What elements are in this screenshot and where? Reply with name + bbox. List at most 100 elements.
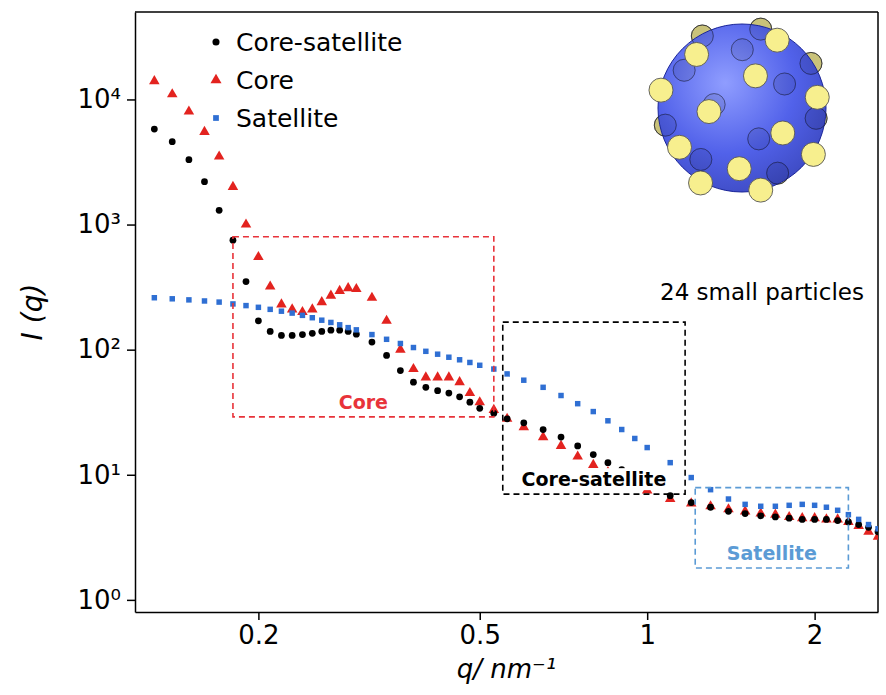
x-axis-line: [136, 612, 879, 614]
data-point: [588, 459, 599, 468]
annotation-label-group: Core: [337, 391, 390, 413]
data-point: [454, 376, 465, 385]
data-point: [465, 387, 476, 396]
annotation-box: [233, 237, 494, 417]
data-point: [243, 303, 248, 308]
data-point: [799, 502, 804, 507]
data-point: [184, 105, 195, 114]
data-point: [334, 285, 345, 294]
data-point: [397, 367, 404, 374]
frame-right: [877, 12, 879, 612]
data-point: [267, 307, 272, 312]
legend-symbol: [210, 74, 221, 84]
legend-label: Core-satellite: [236, 28, 402, 57]
series-2: [152, 295, 878, 532]
y-tick-mark: [127, 349, 135, 351]
y-tick-label: 10⁴: [77, 84, 121, 114]
data-point: [556, 440, 567, 449]
y-tick-mark: [127, 224, 135, 226]
data-point: [632, 436, 637, 441]
inset-particle: [649, 78, 673, 102]
data-point: [241, 218, 252, 227]
data-point: [446, 354, 451, 359]
data-point: [667, 460, 672, 465]
y-tick-mark: [127, 600, 135, 602]
legend-entry: Core: [210, 66, 293, 95]
data-point: [558, 434, 565, 441]
data-point: [255, 317, 262, 324]
data-point: [742, 510, 749, 517]
data-point: [201, 178, 208, 185]
data-point: [228, 181, 239, 190]
data-point: [725, 508, 732, 515]
chart: 0.20.51210⁰10¹10²10³10⁴q/ nm⁻¹I (q)CoreC…: [0, 0, 886, 695]
data-point: [307, 303, 318, 312]
x-tick-label: 0.5: [460, 620, 501, 650]
data-point: [300, 313, 305, 318]
x-tick-mark: [479, 612, 481, 620]
data-point: [408, 363, 419, 372]
data-point: [591, 409, 596, 414]
inset-particle: [689, 171, 713, 195]
annotation-label-group: Satellite: [725, 542, 819, 564]
inset-particle-shadow: [748, 128, 770, 150]
data-point: [216, 299, 221, 304]
data-point: [152, 295, 157, 300]
data-point: [605, 418, 610, 423]
inset-illustration: [649, 18, 829, 202]
data-point: [289, 332, 296, 339]
data-point: [619, 427, 624, 432]
data-point: [432, 371, 443, 380]
inset-caption: 24 small particles: [660, 279, 864, 305]
data-point: [520, 419, 527, 426]
frame-top: [135, 11, 878, 13]
annotation-label-bg: [520, 468, 669, 490]
data-point: [834, 517, 841, 524]
data-point: [367, 292, 378, 301]
annotation-label: Satellite: [727, 542, 817, 564]
inset-particle-shadow: [690, 148, 712, 170]
inset-particle: [743, 64, 767, 88]
data-point: [318, 328, 325, 335]
data-point: [169, 138, 176, 145]
annotation-label-group: Core-satellite: [520, 468, 669, 490]
data-point: [772, 514, 779, 521]
data-point: [328, 327, 335, 334]
data-point: [875, 526, 878, 531]
data-point: [267, 328, 274, 335]
annotation-label: Core: [339, 391, 388, 413]
data-point: [383, 352, 390, 359]
inset-particle-shadow: [767, 162, 789, 184]
data-point: [199, 126, 210, 135]
inset-particle: [765, 28, 789, 52]
legend: Core-satelliteCoreSatellite: [210, 28, 402, 133]
inset-particle: [685, 42, 709, 66]
data-point: [726, 496, 731, 501]
y-tick: 10²: [77, 334, 135, 364]
data-point: [151, 126, 158, 133]
data-point: [265, 280, 276, 289]
data-point: [214, 150, 225, 159]
y-tick-label: 10²: [77, 334, 121, 364]
inset-sphere: [658, 24, 826, 192]
data-point: [186, 297, 191, 302]
data-point: [434, 387, 441, 394]
inset-particle-shadow: [654, 114, 676, 136]
data-point: [309, 330, 316, 337]
data-point: [823, 516, 830, 523]
legend-symbol: [212, 38, 219, 45]
annotation-label-bg: [725, 542, 819, 564]
data-point: [467, 360, 472, 365]
x-tick: 0.5: [460, 612, 501, 650]
data-point: [317, 296, 328, 305]
data-point: [411, 345, 416, 350]
data-point: [504, 371, 509, 376]
y-tick-label: 10¹: [77, 460, 121, 490]
data-point: [354, 327, 359, 332]
data-point: [310, 315, 315, 320]
data-point: [540, 426, 547, 433]
x-tick-mark: [258, 612, 260, 620]
series-0: [151, 126, 878, 536]
x-tick-label: 2: [807, 620, 824, 650]
inset-particle-shadow: [800, 52, 822, 74]
